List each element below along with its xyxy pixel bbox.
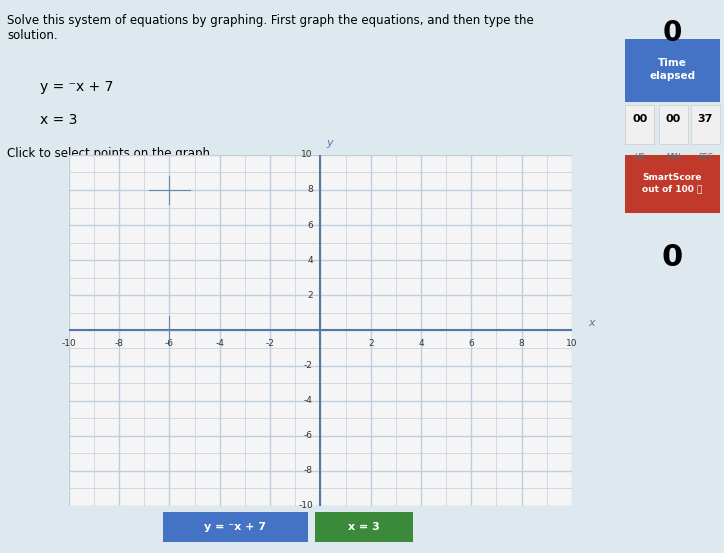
Text: -4: -4 [215, 339, 224, 348]
Text: 4: 4 [307, 255, 313, 265]
Text: HR: HR [634, 153, 645, 162]
Text: y: y [327, 138, 333, 148]
Text: -8: -8 [304, 466, 313, 476]
Text: -4: -4 [304, 396, 313, 405]
Text: -10: -10 [298, 502, 313, 510]
Text: x: x [589, 318, 595, 328]
FancyBboxPatch shape [691, 105, 720, 144]
Text: 8: 8 [519, 339, 524, 348]
Text: 37: 37 [698, 114, 713, 124]
Text: 4: 4 [418, 339, 424, 348]
Text: 2: 2 [368, 339, 374, 348]
FancyBboxPatch shape [626, 155, 720, 213]
FancyBboxPatch shape [626, 39, 720, 102]
Text: 2: 2 [307, 291, 313, 300]
Text: -8: -8 [114, 339, 124, 348]
Text: SEC: SEC [698, 153, 713, 162]
Text: 6: 6 [468, 339, 474, 348]
Text: -10: -10 [62, 339, 76, 348]
Text: 0: 0 [662, 243, 683, 272]
Text: 6: 6 [307, 221, 313, 229]
Text: y = ⁻x + 7: y = ⁻x + 7 [204, 521, 266, 532]
Text: 00: 00 [666, 114, 681, 124]
Text: -2: -2 [304, 361, 313, 370]
Text: 00: 00 [632, 114, 647, 124]
Text: -6: -6 [165, 339, 174, 348]
Text: -2: -2 [266, 339, 274, 348]
Text: 8: 8 [307, 185, 313, 195]
Text: -6: -6 [304, 431, 313, 440]
FancyBboxPatch shape [660, 105, 688, 144]
Text: 10: 10 [566, 339, 578, 348]
FancyBboxPatch shape [626, 105, 654, 144]
Text: Time
elapsed: Time elapsed [649, 59, 696, 81]
Text: Click to select points on the graph.: Click to select points on the graph. [7, 147, 214, 160]
Text: x = 3: x = 3 [41, 113, 77, 127]
Text: MIN: MIN [666, 153, 681, 162]
Text: y = ⁻x + 7: y = ⁻x + 7 [41, 80, 114, 94]
Text: SmartScore
out of 100 ⓘ: SmartScore out of 100 ⓘ [642, 173, 703, 193]
Text: 0: 0 [663, 19, 682, 48]
Text: Solve this system of equations by graphing. First graph the equations, and then : Solve this system of equations by graphi… [7, 14, 534, 42]
Text: 10: 10 [301, 150, 313, 159]
Text: x = 3: x = 3 [348, 521, 379, 532]
